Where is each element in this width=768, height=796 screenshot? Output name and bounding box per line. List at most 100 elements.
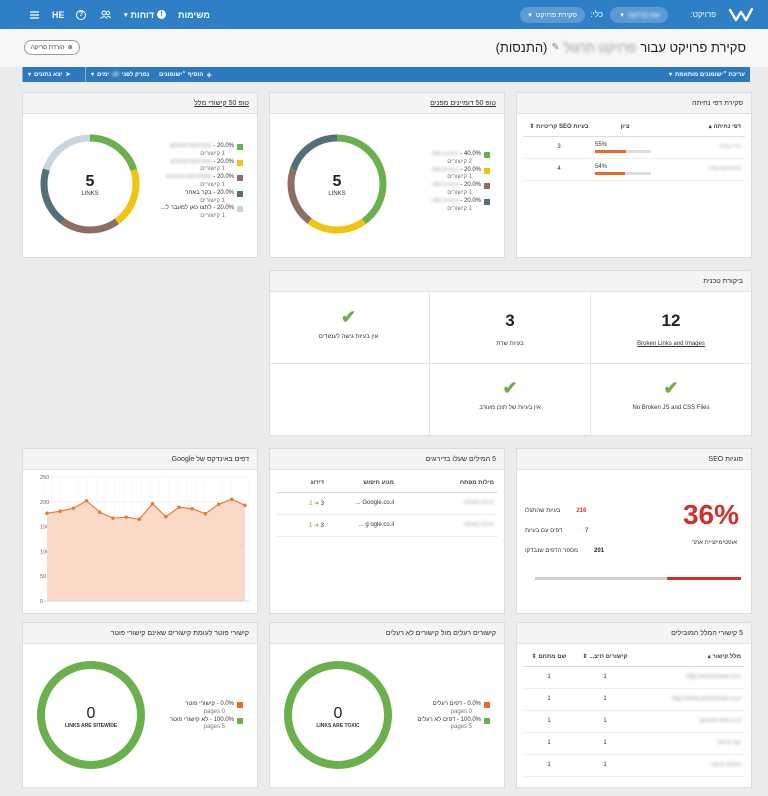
legend-percent: 100.0%	[460, 716, 481, 723]
data-point[interactable]	[230, 497, 234, 502]
col-seo-issues[interactable]: בעיות SEO קריטיות ⇕	[523, 118, 595, 137]
legend-item[interactable]: 0.0% - קישורי פוטר pages 0	[170, 701, 243, 717]
data-point[interactable]	[216, 502, 221, 507]
mixed-content-cell[interactable]: ✔ אין בעיות של תוכן מעורב	[429, 364, 590, 436]
legend-label: קישורי פוטר	[185, 701, 215, 707]
data-point[interactable]	[203, 511, 208, 516]
data-point[interactable]	[137, 517, 142, 521]
legend-item[interactable]: 20.0% - site-b.co.il 1 קישורים	[432, 167, 490, 183]
legend-item[interactable]: 20.0% - anchor-text-three 1 קישורים	[161, 174, 243, 190]
donut-slice[interactable]	[40, 134, 140, 234]
download-icon: ⊕	[67, 45, 73, 51]
sort-select[interactable]: נמרק לפני 30 ימים ▾	[85, 67, 154, 82]
title-prefix: סקירת פרויקט עבור	[640, 40, 746, 55]
seo-stat-row[interactable]: 7 דפים עם בעיות	[525, 521, 645, 541]
data-point[interactable]	[190, 506, 194, 511]
keyword-text[interactable]: מילת מפתח	[398, 514, 498, 537]
donut-slice[interactable]	[40, 134, 140, 234]
legend-percent: 0.0%	[467, 701, 481, 707]
export-data-button[interactable]: ➤ יצא נתונים ▾	[22, 67, 76, 82]
data-point[interactable]	[45, 511, 49, 516]
anchor-text[interactable]: טקסט קישור	[635, 754, 745, 777]
legend-item[interactable]: 20.0% - site-c.co.il 1 קישורים	[432, 182, 490, 198]
data-point[interactable]	[58, 509, 62, 514]
donut-slice[interactable]	[40, 134, 140, 234]
legend-item[interactable]: 20.0% - anchor-text-two 1 קישורים	[161, 159, 243, 175]
col-keyword[interactable]: מילות מפתח	[398, 474, 498, 493]
custom-widgets-button[interactable]: עריכת ״ישומונים מותאמת ▾	[664, 67, 750, 82]
legend-label: anchor-text-two	[170, 158, 212, 165]
data-point[interactable]	[71, 506, 76, 511]
top-keywords-card: 5 המילים שעלו בדירוגים מילות מפתח מנוע ח…	[269, 448, 505, 614]
data-point[interactable]	[164, 514, 168, 519]
project-select[interactable]: שם פרויקט ▾	[610, 7, 668, 23]
app-logo[interactable]	[728, 0, 754, 29]
seo-stat-row[interactable]: 201 מספר הדפים שנבדקו	[525, 541, 645, 561]
card-title: קישורי פוטר לעומת קישורים שאינם קישורי פ…	[23, 623, 257, 644]
help-icon[interactable]: ?	[76, 0, 86, 29]
anchor-text[interactable]: anchor-link.co.il	[635, 710, 745, 733]
server-issues-label: בעיות שרת	[496, 341, 524, 347]
donut-slice[interactable]	[40, 134, 140, 234]
donut-slice[interactable]	[287, 134, 387, 234]
data-point[interactable]	[177, 505, 181, 510]
legend-item[interactable]: 20.0% - בקר באתר 1 קישורים	[161, 190, 243, 206]
col-rank[interactable]: דירוג	[276, 474, 328, 493]
anchor-text[interactable]: http://anchorlink.co.il	[635, 666, 745, 689]
domains-value: 1	[523, 754, 575, 777]
language-toggle[interactable]: HE	[52, 9, 65, 20]
col-landing-page[interactable]: דפי נחיתה ▴	[655, 118, 745, 137]
legend-item[interactable]: 20.0% - anchor-text-one 1 קישורים	[161, 143, 243, 159]
card-title-text[interactable]: טופ 50 דומיינים מפנים	[430, 99, 496, 107]
donut-slice[interactable]	[287, 134, 387, 234]
legend-item[interactable]: 100.0% - לא קישורי פוטר pages 5	[170, 717, 243, 733]
legend-item[interactable]: 0.0% - דפים רעלים pages 0	[417, 701, 490, 717]
hamburger-icon[interactable]	[30, 0, 39, 29]
anchor-text[interactable]: http://www.anchorsite.co.il	[635, 688, 745, 711]
donut-slice[interactable]	[287, 134, 387, 234]
project-value: שם פרויקט	[627, 11, 660, 19]
col-score[interactable]: ציון	[595, 118, 655, 137]
external-links-value: 1	[575, 688, 635, 711]
server-issues-cell[interactable]: 3 בעיות שרת	[429, 293, 590, 364]
data-point[interactable]	[98, 510, 102, 515]
seo-stat-row[interactable]: 216 בעיות שהתגלו	[525, 501, 645, 521]
card-title-text[interactable]: טופ 50 קישורי מלל	[194, 99, 249, 107]
tool-select[interactable]: סקירת פרויקט ▾	[520, 7, 585, 23]
legend-sub: pages 5	[203, 724, 225, 731]
legend-percent: 100.0%	[213, 716, 234, 723]
menu-reports[interactable]: ! דוחות ▾	[124, 0, 166, 29]
js-css-cell[interactable]: ✔ No Broken JS and CSS Files	[590, 364, 751, 436]
data-point[interactable]	[150, 501, 155, 506]
broken-links-cell[interactable]: 12 Broken Links and Images	[590, 293, 751, 364]
table-row: http://www.anchorsite.co.il 1 1	[523, 688, 745, 711]
col-engine[interactable]: מנוע חיפוש	[328, 474, 398, 493]
col-domains[interactable]: שם מתחם ⇕	[523, 648, 575, 667]
export-button[interactable]: ⊕ הורדת סריקה	[24, 40, 80, 55]
keyword-text[interactable]: מילת מפתח	[398, 492, 498, 515]
data-point[interactable]	[84, 499, 89, 503]
legend-percent: 20.0%	[216, 205, 234, 212]
legend-item[interactable]: 20.0% - site-d.co.il 1 קישורים	[432, 198, 490, 214]
access-issues-cell[interactable]: ✔ אין בעיות גישה לעמודים	[268, 293, 429, 364]
legend-item[interactable]: 100.0% - דפים לא רעלים pages 5	[417, 717, 490, 733]
menu-tasks[interactable]: משימות	[178, 9, 210, 20]
col-anchor-text[interactable]: מלל קישור ▴	[635, 648, 745, 667]
legend-item[interactable]: 20.0% - לחצו כאן למעבר ל... 1 קישורים	[161, 205, 243, 221]
users-icon[interactable]	[100, 0, 111, 29]
data-point[interactable]	[124, 515, 128, 519]
seo-issues-value: 4	[523, 158, 595, 181]
edit-icon[interactable]: ✎	[551, 42, 560, 53]
menu-reports-label: דוחות	[130, 9, 154, 20]
landing-page-name[interactable]: שירותים אתר	[655, 158, 745, 181]
col-external-links[interactable]: קישורים חיצ... ⇕	[575, 648, 635, 667]
landing-page-name[interactable]: דף הבית	[655, 136, 745, 159]
card-title: טופ 50 קישורי מלל	[23, 93, 257, 114]
data-point[interactable]	[111, 516, 115, 520]
data-point[interactable]	[243, 503, 247, 508]
legend-item[interactable]: 40.0% - site-a.co.il 2 קישורים	[432, 151, 490, 167]
legend-label: לא קישורי פוטר	[169, 716, 209, 723]
add-widget-button[interactable]: + הוסיף ״ישומונים	[154, 67, 217, 82]
seo-stat-label: בעיות שהתגלו	[525, 508, 561, 514]
anchor-text[interactable]: שם קישור	[635, 732, 745, 755]
